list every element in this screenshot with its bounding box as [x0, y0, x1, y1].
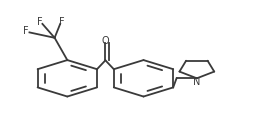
Text: F: F	[37, 17, 42, 27]
Text: N: N	[193, 77, 201, 87]
Text: O: O	[102, 36, 109, 45]
Text: F: F	[59, 17, 65, 27]
Text: F: F	[23, 26, 28, 36]
